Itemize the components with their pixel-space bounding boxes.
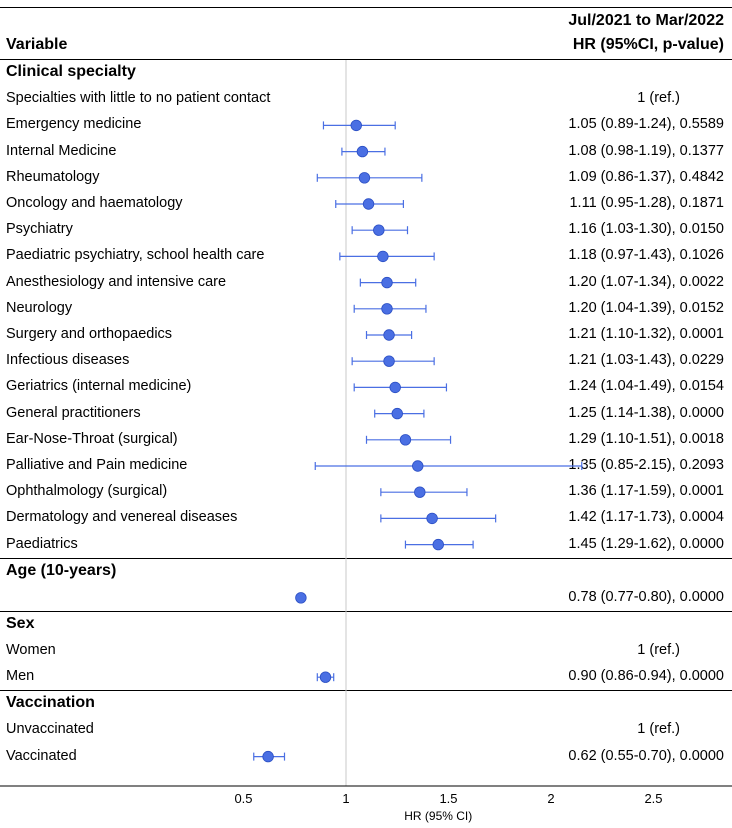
row-label: Paediatric psychiatry, school health car… [6, 247, 265, 264]
section-title: Sex [6, 614, 35, 632]
hr-point [432, 538, 444, 551]
row-estimate: 1.20 (1.04-1.39), 0.0152 [568, 299, 724, 316]
x-tick-label: 2 [547, 791, 554, 806]
hr-point [381, 276, 393, 289]
row-label: Emergency medicine [6, 116, 142, 133]
hr-point [412, 460, 424, 472]
section-title: Vaccination [6, 694, 95, 712]
row-estimate: 1.29 (1.10-1.51), 0.0018 [568, 430, 724, 447]
hr-point [383, 329, 395, 341]
row-estimate: 1 (ref.) [637, 721, 680, 738]
hr-point [358, 172, 371, 184]
row-label: Oncology and haematology [6, 195, 183, 211]
section-rule [0, 557, 732, 559]
hr-point [373, 224, 385, 236]
row-estimate: 1.24 (1.04-1.49), 0.0154 [568, 378, 724, 395]
x-tick-label: 1 [342, 791, 349, 806]
hr-point [399, 434, 412, 446]
hr-point [389, 381, 401, 394]
row-estimate: 0.78 (0.77-0.80), 0.0000 [568, 588, 724, 605]
row-estimate: 1.45 (1.29-1.62), 0.0000 [568, 535, 724, 552]
hr-point [319, 671, 332, 683]
row-estimate: 1.11 (0.95-1.28), 0.1871 [569, 195, 724, 211]
row-label: Palliative and Pain medicine [6, 457, 188, 473]
row-label: Ear-Nose-Throat (surgical) [6, 430, 178, 447]
row-label: Anesthesiology and intensive care [6, 273, 227, 290]
hr-point [381, 303, 393, 315]
hr-point [383, 355, 395, 367]
hr-point [414, 486, 426, 498]
period-header: Jul/2021 to Mar/2022 [568, 12, 724, 29]
row-label: Infectious diseases [6, 352, 130, 369]
row-label: Geriatrics (internal medicine) [6, 378, 192, 395]
row-estimate: 1.09 (0.86-1.37), 0.4842 [568, 168, 724, 185]
top-rule [0, 7, 732, 8]
hr-point [362, 198, 375, 210]
row-label: Psychiatry [6, 221, 73, 238]
row-estimate: 1.35 (0.85-2.15), 0.2093 [568, 457, 724, 473]
hr-point [391, 407, 403, 420]
row-estimate: 1.36 (1.17-1.59), 0.0001 [568, 483, 724, 500]
hr-point [262, 750, 274, 763]
row-label: Specialties with little to no patient co… [6, 90, 271, 107]
row-label: Vaccinated [6, 747, 77, 764]
hr-point [356, 145, 369, 158]
row-estimate: 0.62 (0.55-0.70), 0.0000 [568, 747, 724, 764]
row-label: Neurology [6, 299, 73, 316]
hr-point [377, 250, 389, 263]
row-estimate: 1.21 (1.03-1.43), 0.0229 [568, 352, 724, 369]
row-label: Unvaccinated [6, 721, 94, 738]
row-estimate: 1.16 (1.03-1.30), 0.0150 [568, 221, 724, 238]
x-tick-label: 0.5 [234, 791, 252, 806]
row-estimate: 1.18 (0.97-1.43), 0.1026 [568, 247, 724, 264]
section-title: Clinical specialty [6, 63, 136, 80]
row-label: Internal Medicine [6, 142, 117, 159]
row-estimate: 0.90 (0.86-0.94), 0.0000 [568, 668, 724, 685]
hr-point [350, 119, 362, 132]
row-label: Men [6, 668, 35, 685]
header-rule [0, 59, 732, 60]
row-label: Ophthalmology (surgical) [6, 483, 168, 500]
row-estimate: 1 (ref.) [637, 642, 680, 658]
row-estimate: 1.21 (1.10-1.32), 0.0001 [568, 326, 724, 342]
variable-header: Variable [6, 36, 68, 53]
x-axis-label: HR (95% CI) [404, 809, 472, 823]
row-estimate: 1.42 (1.17-1.73), 0.0004 [568, 509, 724, 526]
row-label: Surgery and orthopaedics [6, 326, 173, 342]
row-label: Dermatology and venereal diseases [6, 509, 238, 526]
hr-point [426, 512, 438, 525]
row-label: Rheumatology [6, 168, 100, 185]
row-estimate: 1.05 (0.89-1.24), 0.5589 [568, 116, 724, 133]
row-estimate: 1.20 (1.07-1.34), 0.0022 [568, 273, 724, 290]
row-estimate: 1 (ref.) [637, 90, 680, 107]
row-label: General practitioners [6, 404, 141, 421]
row-estimate: 1.08 (0.98-1.19), 0.1377 [568, 142, 724, 159]
section-rule [0, 690, 732, 692]
x-tick-label: 1.5 [439, 791, 457, 806]
x-tick-label: 2.5 [644, 791, 662, 806]
section-title: Age (10-years) [6, 561, 117, 579]
row-label: Paediatrics [6, 535, 78, 552]
estimate-header: HR (95%CI, p-value) [572, 36, 724, 53]
hr-point [295, 592, 307, 604]
row-label: Women [6, 642, 56, 658]
row-estimate: 1.25 (1.14-1.38), 0.0000 [568, 404, 724, 421]
section-rule [0, 610, 732, 612]
